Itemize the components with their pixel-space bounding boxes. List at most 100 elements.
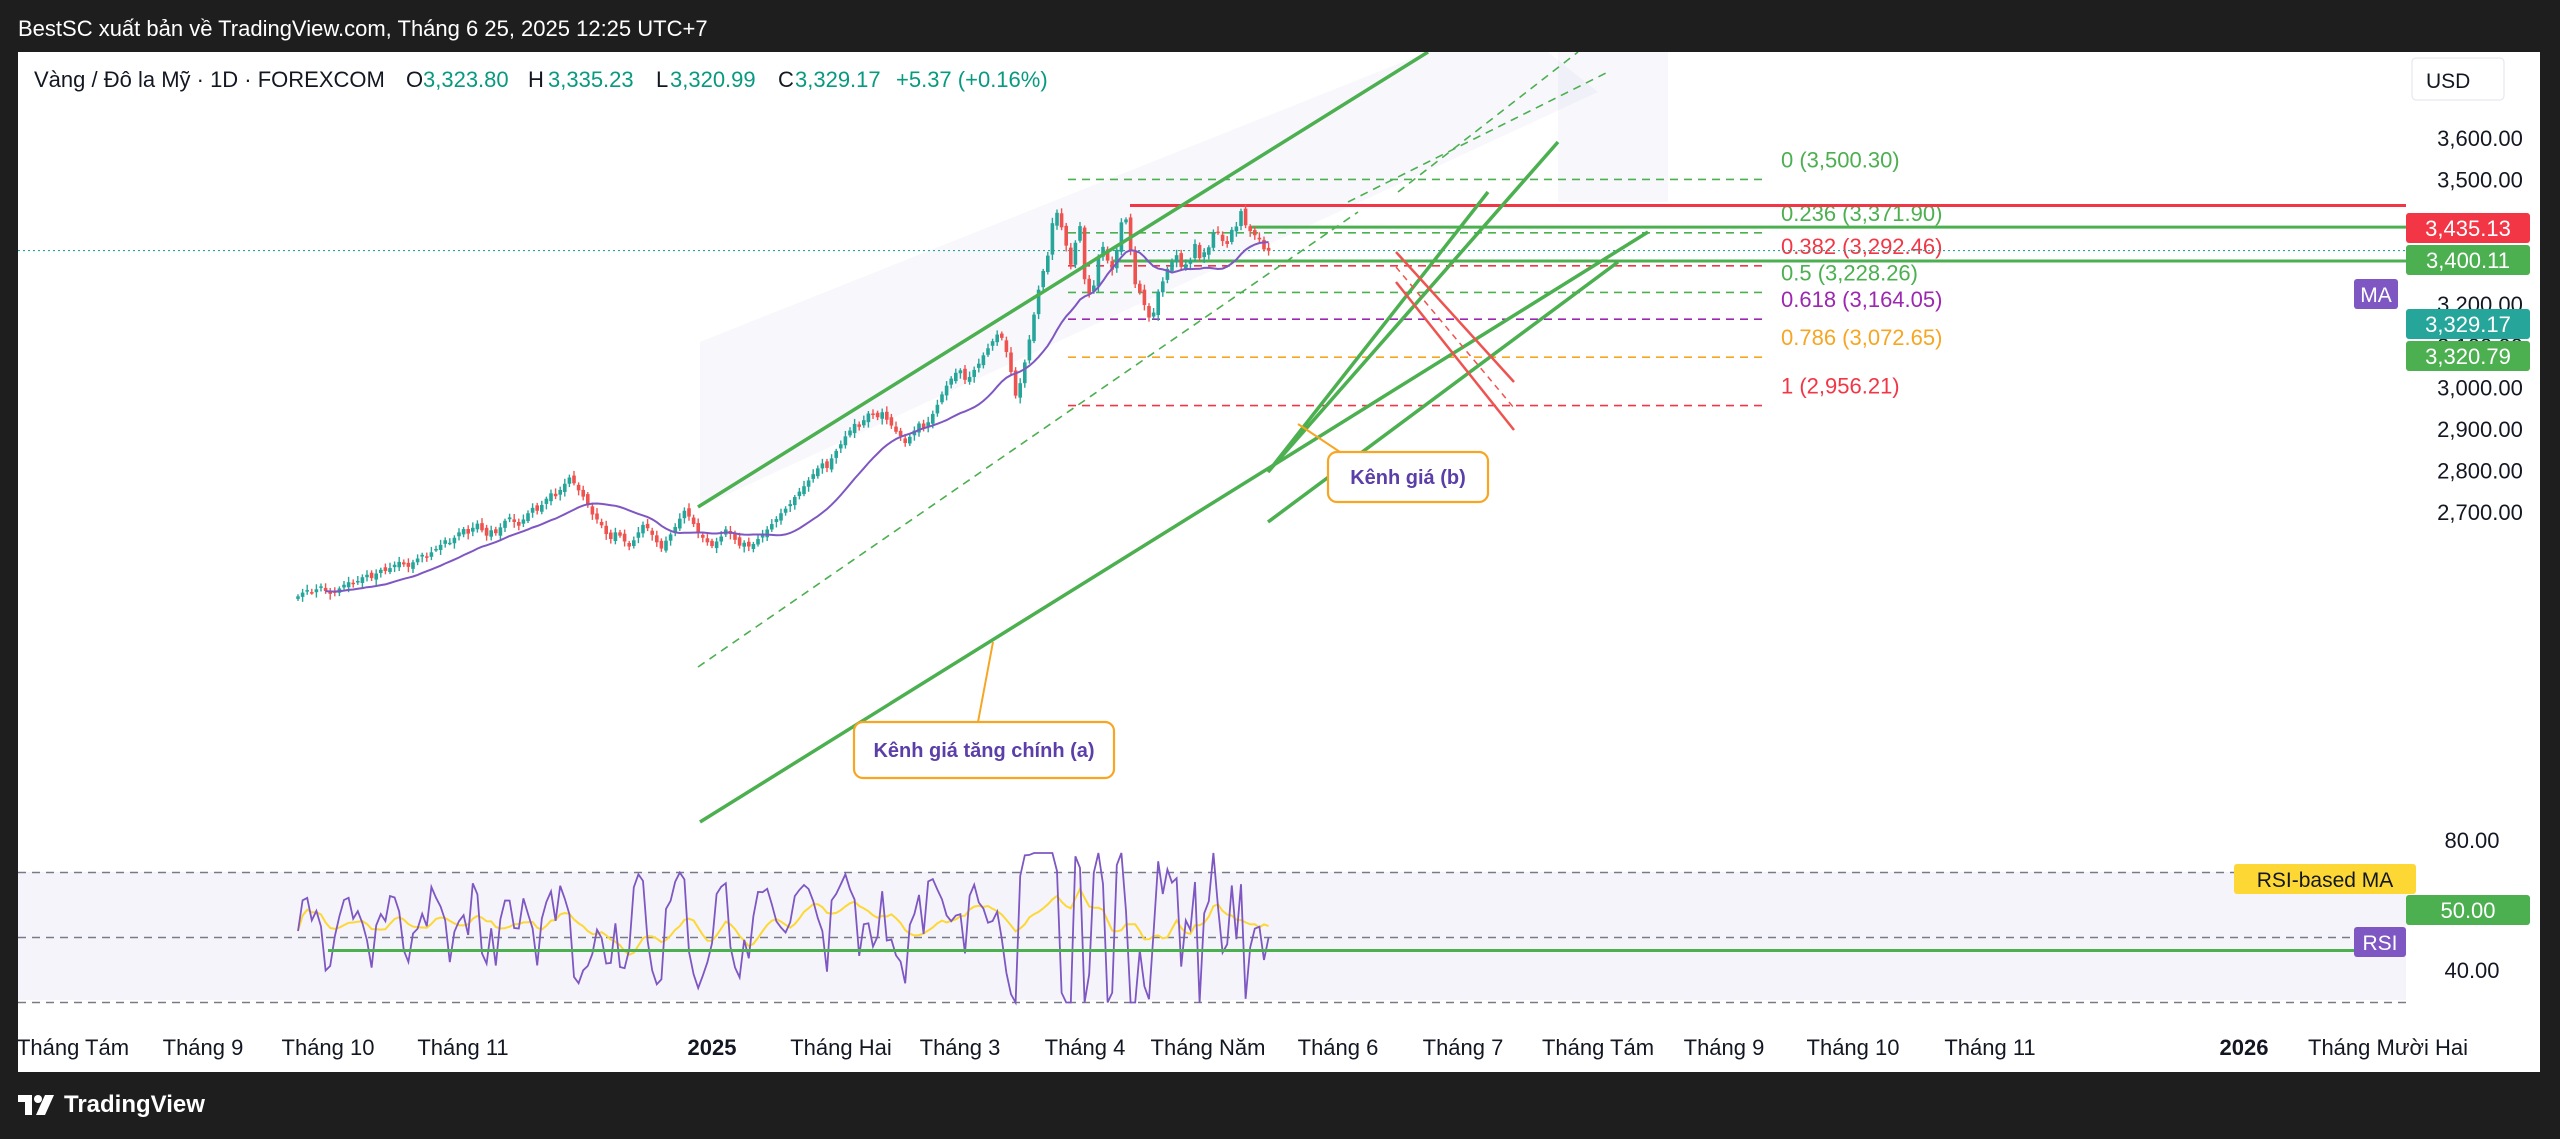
candle (489, 530, 493, 537)
candle (563, 483, 567, 492)
candle (632, 540, 636, 546)
fib-label-0.382: 0.382 (3,292.46) (1781, 234, 1942, 259)
candle (1133, 251, 1137, 285)
candle (356, 580, 360, 583)
candle (645, 523, 650, 529)
price-label-box (2406, 309, 2530, 339)
candle (774, 519, 779, 523)
candle (1073, 242, 1078, 265)
candle (323, 587, 328, 591)
fib-label-0.618: 0.618 (3,164.05) (1781, 287, 1942, 312)
channel-extension-fill (1558, 52, 1668, 202)
candle (705, 538, 710, 543)
price-tick: 3,600.00 (2437, 126, 2523, 151)
candle (664, 540, 668, 551)
legend-o-label: O (406, 67, 423, 92)
candle (342, 584, 346, 588)
candle (1161, 281, 1165, 293)
price-label: 3,435.13 (2425, 216, 2511, 241)
candle (1234, 226, 1239, 232)
candle (392, 564, 397, 568)
candle (1023, 362, 1027, 384)
candle (793, 497, 797, 506)
candle (765, 529, 769, 538)
rsi-tag-box (2354, 927, 2406, 957)
rsi-band-fill (18, 872, 2406, 1000)
candle (1009, 352, 1013, 372)
candle (1239, 211, 1243, 227)
price-label-box (2406, 213, 2530, 243)
channel-extension-2 (1397, 52, 1579, 193)
candle (862, 420, 866, 426)
time-tick: Tháng Hai (790, 1035, 892, 1060)
channel-b-lower[interactable] (1266, 260, 1620, 524)
rsi-tick: 40.00 (2444, 958, 2499, 983)
candle (958, 370, 963, 374)
price-label-box (2406, 245, 2530, 275)
candle (319, 586, 323, 588)
candle (452, 537, 457, 544)
pullback-upper[interactable] (1395, 251, 1515, 383)
ma-line (325, 241, 1269, 593)
candle (618, 532, 622, 536)
candle (756, 539, 760, 545)
candle (1096, 257, 1101, 287)
price-tick: 3,000.00 (2437, 375, 2523, 400)
candle (609, 532, 613, 540)
currency-button[interactable] (2411, 57, 2505, 101)
channel-extension-1 (1347, 71, 1609, 203)
callout-a-box (852, 720, 1116, 780)
candle (1170, 262, 1174, 271)
candle (990, 341, 995, 346)
candle (954, 372, 958, 382)
candle (889, 417, 894, 426)
chart-canvas[interactable]: 0 (3,500.30)0.236 (3,371.90)0.382 (3,292… (18, 52, 2540, 1072)
rsi-value-box (2406, 895, 2530, 925)
channel-b-inner[interactable] (1266, 190, 1490, 474)
callout-b-text: Kênh giá (b) (1350, 467, 1466, 489)
rsi-tag: RSI (2362, 932, 2397, 955)
candle (512, 519, 516, 522)
legend-l-label: L (656, 67, 668, 92)
candle (498, 527, 503, 536)
candle (1165, 268, 1170, 280)
candle (650, 530, 654, 535)
candle (351, 582, 355, 585)
candle (742, 542, 746, 547)
candle (875, 412, 880, 418)
rsi-ma-tag-box (2234, 864, 2416, 894)
time-tick: Tháng Mười Hai (2308, 1035, 2468, 1060)
legend-l-value: 3,320.99 (670, 67, 756, 92)
candle (411, 562, 415, 569)
chart-panel[interactable]: 0 (3,500.30) 0.236 (3,371.90) 0.382 (3,292… (18, 52, 2540, 1072)
candle (415, 558, 420, 563)
candle (1059, 213, 1064, 228)
candle (972, 369, 976, 377)
publisher-text: BestSC xuất bản về TradingView.com, Thán… (18, 16, 708, 41)
candle (871, 413, 875, 416)
legend-h-label: H (528, 67, 544, 92)
channel-b-upper[interactable] (1266, 140, 1560, 474)
tradingview-logo[interactable]: TradingView (18, 1091, 205, 1119)
candle (880, 412, 884, 419)
legend-c-value: 3,329.17 (795, 67, 881, 92)
time-tick: Tháng 4 (1045, 1035, 1126, 1060)
candle (1119, 222, 1124, 252)
candle (1078, 226, 1082, 241)
legend-o-value: 3,323.80 (423, 67, 509, 92)
candle (314, 589, 319, 593)
pullback-lower[interactable] (1395, 281, 1515, 431)
candle (931, 413, 935, 424)
candle (806, 480, 811, 487)
channel-a-upper[interactable] (697, 52, 1429, 509)
candle (733, 533, 737, 540)
candle (1101, 246, 1105, 257)
candle (981, 355, 986, 366)
candle (898, 430, 903, 436)
candle (1027, 339, 1032, 361)
candle (1211, 233, 1216, 248)
candle (668, 534, 673, 541)
candle (1004, 340, 1009, 353)
candle (834, 450, 838, 458)
candle (986, 348, 990, 355)
